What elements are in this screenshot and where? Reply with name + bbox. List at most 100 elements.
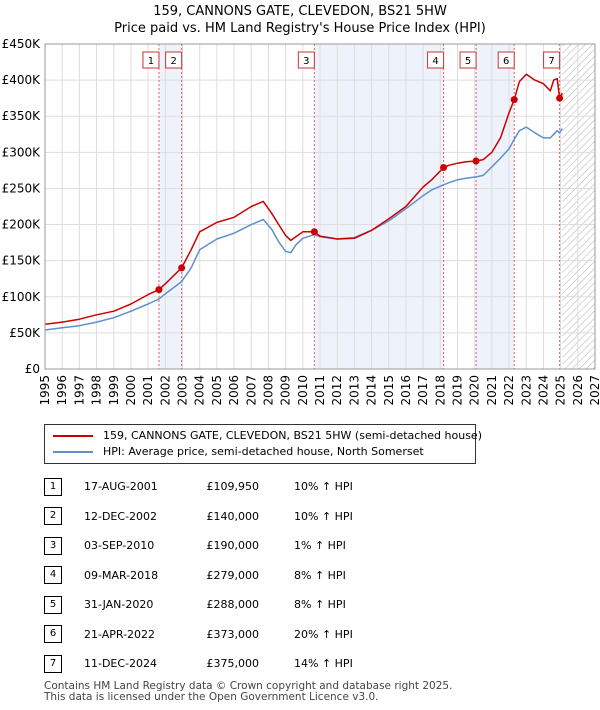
sale-hpi-diff: 8% ↑ HPI <box>294 568 346 582</box>
event-box-1 <box>142 51 160 69</box>
table-row: 6 21-APR-2022 £373,000 20% ↑ HPI <box>44 620 379 650</box>
event-label-1: 1 <box>148 56 154 67</box>
legend-label-hpi: HPI: Average price, semi-detached house,… <box>103 445 424 458</box>
sale-price: £190,000 <box>206 539 260 553</box>
y-tick-label: £100K <box>2 290 42 304</box>
x-tick-label: 1995 <box>38 375 52 406</box>
sale-price: £140,000 <box>206 509 260 523</box>
x-tick-label: 2017 <box>416 375 430 406</box>
sale-date: 03-SEP-2010 <box>84 539 155 553</box>
event-box-7 <box>543 51 561 69</box>
sale-date: 12-DEC-2002 <box>84 509 158 523</box>
y-tick-label: £350K <box>2 109 42 123</box>
sale-hpi-diff: 1% ↑ HPI <box>294 539 346 553</box>
x-tick-label: 2014 <box>365 375 379 406</box>
x-tick-label: 2001 <box>141 375 155 406</box>
event-box-4 <box>427 51 445 69</box>
x-tick-label: 2027 <box>588 375 600 406</box>
event-label-2: 2 <box>170 56 176 67</box>
sale-point-3 <box>310 228 318 236</box>
table-row: 4 09-MAR-2018 £279,000 8% ↑ HPI <box>44 561 379 591</box>
sale-hpi-diff: 10% ↑ HPI <box>294 480 353 494</box>
y-tick-label: £50K <box>9 326 41 340</box>
x-tick-label: 2012 <box>330 375 344 406</box>
chart-subtitle: Price paid vs. HM Land Registry's House … <box>114 21 486 36</box>
event-label-7: 7 <box>548 56 554 67</box>
y-tick-label: £200K <box>2 218 42 232</box>
x-tick-label: 2025 <box>554 375 568 406</box>
footer-licence: This data is licensed under the Open Gov… <box>44 691 379 703</box>
sale-date: 09-MAR-2018 <box>84 568 159 582</box>
y-tick-label: £0 <box>25 362 40 376</box>
footer-copyright: Contains HM Land Registry data © Crown c… <box>44 680 453 692</box>
x-tick-label: 2006 <box>227 375 241 406</box>
plot-border <box>44 43 596 370</box>
legend-item-property: 159, CANNONS GATE, CLEVEDON, BS21 5HW (s… <box>53 428 482 444</box>
x-tick-label: 2016 <box>399 375 413 406</box>
event-box-3 <box>297 51 315 69</box>
legend-label-property: 159, CANNONS GATE, CLEVEDON, BS21 5HW (s… <box>103 429 482 442</box>
x-tick-label: 1999 <box>107 375 121 406</box>
x-tick-label: 2003 <box>176 375 190 406</box>
x-tick-label: 2022 <box>502 375 516 406</box>
sale-point-4 <box>440 164 448 171</box>
sale-date: 11-DEC-2024 <box>84 657 158 671</box>
sale-date: 31-JAN-2020 <box>84 598 154 612</box>
sale-point-1 <box>155 286 163 294</box>
x-tick-label: 2002 <box>158 375 172 406</box>
sale-price: £375,000 <box>206 657 260 671</box>
sale-hpi-diff: 20% ↑ HPI <box>294 627 353 641</box>
table-row: 1 17-AUG-2001 £109,950 10% ↑ HPI <box>44 472 379 502</box>
sales-table: 1 17-AUG-2001 £109,950 10% ↑ HPI 2 12-DEC-200… <box>44 472 379 679</box>
x-tick-label: 2023 <box>519 375 533 406</box>
sale-price: £373,000 <box>206 627 260 641</box>
sale-marker: 4 <box>44 566 62 585</box>
sale-marker: 6 <box>44 625 62 644</box>
shaded-range <box>158 44 182 369</box>
sale-price: £109,950 <box>206 480 260 494</box>
x-tick-label: 2007 <box>244 375 258 406</box>
y-tick-label: £250K <box>2 181 42 195</box>
legend-swatch-property <box>53 435 93 437</box>
x-tick-label: 2008 <box>261 375 275 406</box>
event-label-4: 4 <box>432 56 438 67</box>
x-tick-label: 2021 <box>485 375 499 406</box>
sale-marker: 5 <box>44 595 62 614</box>
sale-marker: 3 <box>44 536 62 555</box>
x-tick-label: 2013 <box>347 375 361 406</box>
legend-swatch-hpi <box>53 451 93 453</box>
x-tick-label: 2004 <box>193 375 207 406</box>
sale-date: 17-AUG-2001 <box>84 480 158 494</box>
sale-point-7 <box>556 94 564 102</box>
x-tick-label: 2026 <box>571 375 585 406</box>
price-chart: £0 £50K £100K £150K £200K £250K £300K £350K £400… <box>2 37 600 406</box>
sale-hpi-diff: 10% ↑ HPI <box>294 509 353 523</box>
x-tick-label: 2024 <box>536 375 550 406</box>
x-tick-label: 2005 <box>210 375 224 406</box>
future-hatch <box>562 44 595 369</box>
table-row: 5 31-JAN-2020 £288,000 8% ↑ HPI <box>44 590 379 620</box>
shaded-range <box>314 44 444 369</box>
chart-title: 159, CANNONS GATE, CLEVEDON, BS21 5HW <box>153 4 447 19</box>
x-tick-label: 2019 <box>451 375 465 406</box>
event-box-6 <box>497 51 515 69</box>
x-tick-label: 1997 <box>72 375 86 406</box>
sale-point-6 <box>510 96 518 104</box>
sale-marker: 2 <box>44 507 62 526</box>
sale-point-5 <box>472 157 480 165</box>
event-label-6: 6 <box>503 56 509 67</box>
y-tick-label: £300K <box>2 145 42 159</box>
x-tick-label: 2010 <box>296 375 310 406</box>
x-tick-label: 2000 <box>124 375 138 406</box>
footer: Contains HM Land Registry data © Crown c… <box>44 681 452 703</box>
sale-hpi-diff: 14% ↑ HPI <box>294 657 353 671</box>
sale-price: £279,000 <box>206 568 260 582</box>
sale-hpi-diff: 8% ↑ HPI <box>294 598 346 612</box>
shaded-range <box>476 44 515 369</box>
legend-item-hpi: HPI: Average price, semi-detached house,… <box>53 444 424 460</box>
y-tick-label: £400K <box>2 73 42 87</box>
event-label-5: 5 <box>465 56 471 67</box>
x-tick-label: 2015 <box>382 375 396 406</box>
x-tick-label: 1996 <box>55 375 69 406</box>
x-tick-label: 2009 <box>279 375 293 406</box>
